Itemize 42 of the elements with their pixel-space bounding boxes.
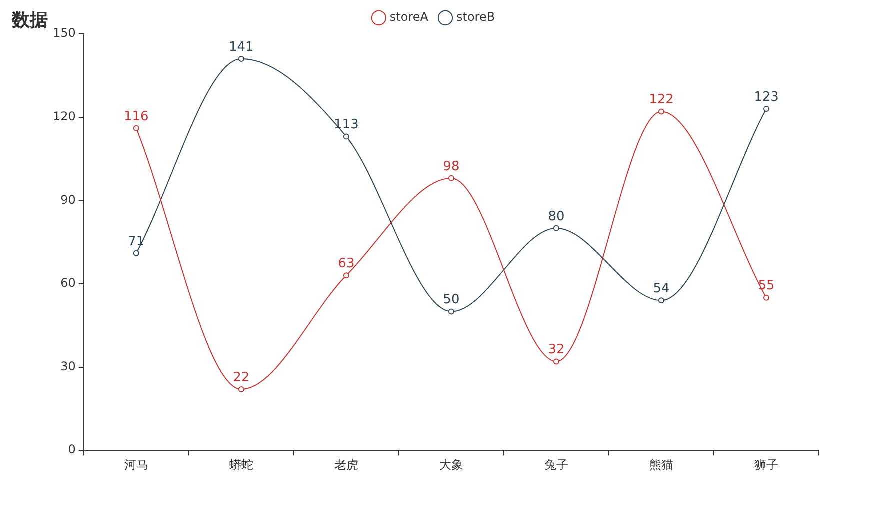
data-label: 123 bbox=[754, 90, 779, 105]
point bbox=[658, 108, 664, 115]
point bbox=[553, 358, 560, 365]
y-tick-label: 120 bbox=[53, 109, 76, 124]
x-tick-label: 大象 bbox=[439, 458, 464, 472]
y-tick-label: 0 bbox=[68, 442, 76, 457]
y-tick-label: 150 bbox=[53, 26, 76, 40]
y-tick-label: 90 bbox=[60, 192, 76, 207]
chart-title: 数据 bbox=[12, 9, 48, 32]
x-tick-label: 蟒蛇 bbox=[229, 458, 254, 472]
point bbox=[448, 308, 454, 315]
data-label: 80 bbox=[548, 209, 565, 224]
point bbox=[343, 134, 350, 140]
point bbox=[133, 125, 140, 132]
data-label: 113 bbox=[334, 118, 359, 133]
y-tick-label: 60 bbox=[60, 276, 76, 290]
point bbox=[763, 106, 770, 112]
data-label: 122 bbox=[649, 92, 674, 108]
data-label: 98 bbox=[443, 159, 460, 174]
x-tick-label: 老虎 bbox=[334, 458, 358, 472]
point bbox=[343, 272, 350, 279]
data-label: 63 bbox=[338, 256, 355, 272]
x-tick-label: 兔子 bbox=[544, 458, 568, 472]
y-tick-label: 30 bbox=[60, 359, 76, 374]
point bbox=[238, 386, 244, 392]
x-tick-label: 河马 bbox=[124, 458, 148, 472]
data-label: 141 bbox=[229, 40, 254, 55]
data-label: 32 bbox=[548, 342, 565, 358]
legend-label: storeB bbox=[456, 10, 496, 24]
x-tick-label: 狮子 bbox=[754, 458, 778, 472]
data-label: 22 bbox=[233, 370, 250, 386]
data-label: 50 bbox=[443, 292, 460, 308]
point bbox=[658, 298, 664, 304]
point bbox=[763, 294, 770, 301]
legend-label: storeA bbox=[390, 10, 430, 24]
x-tick-label: 熊猫 bbox=[649, 458, 674, 472]
data-label: 116 bbox=[124, 109, 149, 124]
point bbox=[553, 225, 560, 232]
point bbox=[133, 250, 140, 256]
data-label: 54 bbox=[653, 282, 670, 296]
point bbox=[448, 175, 454, 182]
point bbox=[238, 56, 244, 62]
